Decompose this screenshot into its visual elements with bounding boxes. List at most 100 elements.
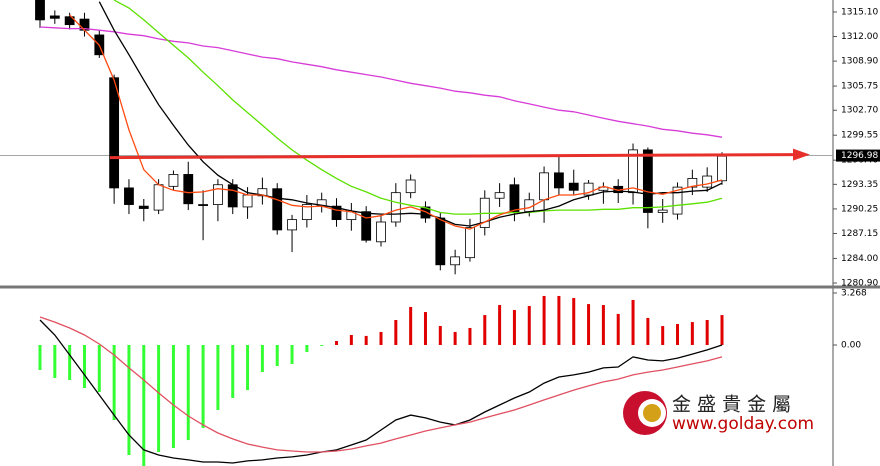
y-tick-label: 1290.25 [841,204,878,214]
histogram-bar [290,344,294,364]
histogram-bar [705,320,709,345]
candle-body [124,187,134,205]
histogram-bar [112,344,116,420]
histogram-bar [38,344,42,370]
histogram-bar [423,312,427,345]
histogram-bar [171,344,175,449]
indicator-line [39,316,723,453]
histogram-bar [557,295,561,345]
y-tick-label: 1312.00 [841,32,878,42]
candle-body [405,179,416,194]
histogram-bar [186,344,190,441]
candle-body [539,172,549,201]
y-tick-label: 1305.75 [841,82,878,92]
histogram-bar [231,344,235,399]
candle-body [554,172,564,189]
price-box [836,149,880,162]
candle-body [672,186,683,215]
histogram-bar [320,344,324,346]
histogram-bar [349,334,353,345]
histogram-bar [676,323,680,345]
histogram-bar [616,313,620,345]
histogram-bar [438,326,442,345]
candle-body [287,219,297,231]
histogram-bar [453,331,457,345]
histogram-bar [720,315,724,345]
candle-body [435,217,446,266]
histogram-bar [498,305,502,345]
histogram-bar [335,341,339,345]
candle-body [465,227,475,259]
histogram-bar [305,344,309,353]
candle-body [272,188,283,231]
histogram-bar [542,295,546,345]
histogram-bar [631,299,635,345]
candle-body [257,188,268,197]
histogram-bar [587,304,591,345]
watermark: 金 盛 貴 金 屬 www.golday.com [623,391,814,435]
current-price-label: 1296.98 [841,151,878,161]
histogram-bar [260,344,264,373]
y-tick-label: 1302.70 [841,106,878,116]
y-tick-label: 1284.00 [841,254,878,264]
candle-body [168,174,179,187]
brand-url: www.golday.com [672,414,814,434]
candle-body [49,15,60,19]
candle-body [153,184,164,211]
histogram-bar [527,305,531,345]
y-tick-label: 1308.90 [841,57,878,67]
candle-body [64,16,75,26]
histogram-bar [157,344,161,452]
histogram-bar [468,327,472,345]
candle-body [138,205,149,209]
candle-body [717,155,727,182]
arrow [109,153,797,160]
logo-coin [643,404,661,422]
arrow-head [793,148,810,161]
indicator-line [113,0,723,215]
candle-body [183,174,194,205]
histogram-bar [646,317,650,345]
histogram-bar [661,326,665,345]
candle-body [509,184,520,213]
candle-body [687,178,698,188]
histogram-bar [68,344,72,381]
indicator-line [39,26,723,138]
candle-body [420,206,431,219]
histogram-bar [201,344,205,428]
candle-body [227,184,238,208]
indicator-line [69,14,723,230]
candle-body [242,194,253,208]
y-tick-label: 0.00 [841,340,861,350]
candle-body [376,221,386,243]
histogram-bar [246,344,250,391]
candle-body [568,182,579,191]
histogram-bar [127,344,131,456]
candle-body [657,209,668,213]
y-tick-label: 1293.35 [841,180,878,190]
histogram-bar [483,315,487,345]
candle-body [331,205,342,221]
histogram-bar [601,305,605,345]
histogram-bar [572,298,576,345]
y-tick-label: 1299.55 [841,131,878,141]
histogram-bar [364,335,368,345]
y-tick-label: 1315.10 [841,7,878,17]
candle-body [450,256,461,266]
histogram-bar [394,320,398,345]
indicator-line [39,319,723,464]
candle-body [583,182,594,196]
histogram-bar [142,344,146,466]
candle-body [642,149,653,213]
histogram-bar [690,322,694,345]
candle-body [361,211,372,241]
candle-body [494,192,505,199]
candle-body [35,0,45,21]
y-tick-label: 1280.90 [841,279,878,289]
candle-body [213,184,223,205]
histogram-bar [275,344,279,367]
brand-name: 金 盛 貴 金 屬 [672,394,791,416]
histogram-bar [379,331,383,345]
